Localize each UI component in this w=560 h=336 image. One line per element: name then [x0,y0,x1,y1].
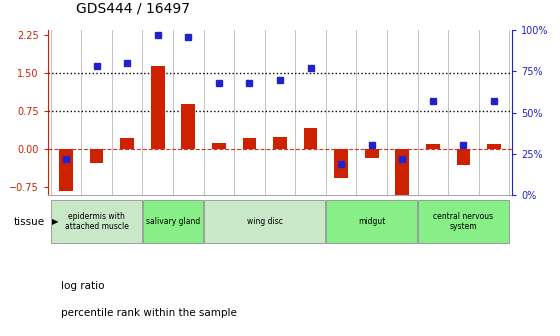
FancyBboxPatch shape [204,200,325,243]
Bar [242,138,256,149]
Text: wing disc: wing disc [247,217,283,226]
Bar [151,66,165,149]
Bar [212,143,226,149]
Text: central nervous
system: central nervous system [433,212,493,232]
Text: GDS444 / 16497: GDS444 / 16497 [76,1,190,15]
Text: percentile rank within the sample: percentile rank within the sample [60,308,236,318]
Text: midgut: midgut [358,217,385,226]
Bar [90,149,104,164]
Bar [456,149,470,166]
Bar [395,149,409,196]
FancyBboxPatch shape [143,200,203,243]
Bar [59,149,73,191]
Text: log ratio: log ratio [60,282,104,291]
Bar [487,144,501,149]
Bar [181,104,195,149]
Bar [426,144,440,149]
Text: tissue: tissue [13,217,45,227]
Bar [120,138,134,149]
Text: ▶: ▶ [52,217,59,226]
Bar [273,137,287,149]
Bar [365,149,379,158]
FancyBboxPatch shape [326,200,417,243]
Bar [304,128,318,149]
Text: salivary gland: salivary gland [146,217,200,226]
FancyBboxPatch shape [418,200,508,243]
FancyBboxPatch shape [52,200,142,243]
Bar [334,149,348,178]
Text: epidermis with
attached muscle: epidermis with attached muscle [64,212,128,232]
